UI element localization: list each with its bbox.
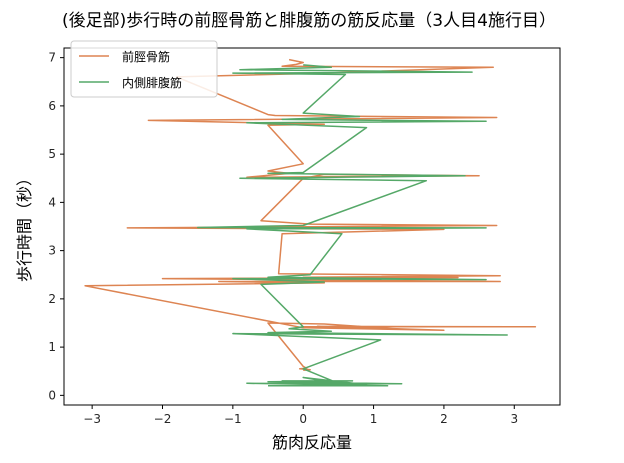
- x-tick-label: 3: [510, 412, 518, 426]
- chart-title: (後足部)歩行時の前脛骨筋と腓腹筋の筋反応量（3人目4施行目）: [62, 11, 556, 31]
- legend-box: [70, 40, 218, 98]
- legend-label-2: 内側腓腹筋: [122, 75, 182, 90]
- y-tick-label: 3: [48, 244, 56, 258]
- legend-label-1: 前脛骨筋: [122, 49, 170, 64]
- x-tick-label: 0: [299, 412, 307, 426]
- y-tick-label: 4: [48, 195, 56, 209]
- plot-frame: [63, 47, 561, 406]
- y-tick-label: 5: [48, 147, 56, 161]
- x-tick-label: −3: [83, 412, 101, 426]
- x-axis-title: 筋肉反応量: [272, 433, 352, 452]
- y-tick-label: 0: [48, 388, 56, 402]
- y-tick-label: 7: [48, 51, 56, 65]
- x-tick-label: −1: [224, 412, 242, 426]
- y-axis-ticks: 0 1 2 3 4 5 6 7: [48, 51, 64, 402]
- x-tick-label: 2: [440, 412, 448, 426]
- x-tick-label: 1: [370, 412, 378, 426]
- y-axis-title: 歩行時間（秒）: [15, 170, 34, 282]
- series-line-2: [196, 64, 508, 387]
- x-axis-ticks: −3 −2 −1 0 1 2 3: [83, 405, 518, 426]
- y-tick-label: 6: [48, 99, 56, 113]
- y-tick-label: 2: [48, 292, 56, 306]
- x-tick-label: −2: [154, 412, 172, 426]
- plot-area: [84, 58, 537, 387]
- y-tick-label: 1: [48, 340, 56, 354]
